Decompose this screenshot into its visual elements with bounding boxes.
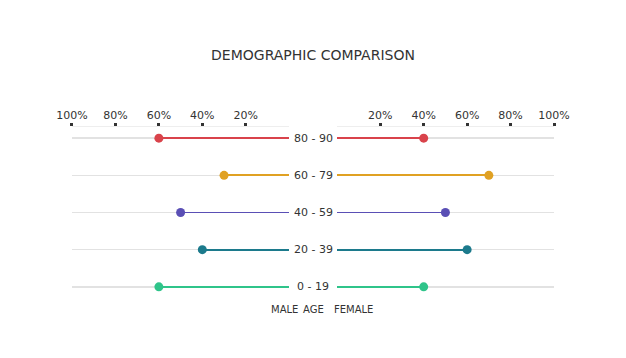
- svg-text:100%: 100%: [538, 109, 569, 122]
- svg-text:0 - 19: 0 - 19: [297, 280, 329, 293]
- svg-text:40%: 40%: [190, 109, 214, 122]
- svg-text:60 - 79: 60 - 79: [294, 169, 333, 182]
- svg-text:80%: 80%: [498, 109, 522, 122]
- svg-text:100%: 100%: [56, 109, 87, 122]
- svg-text:60%: 60%: [455, 109, 479, 122]
- svg-text:FEMALE: FEMALE: [334, 304, 373, 315]
- svg-text:MALE: MALE: [271, 304, 298, 315]
- svg-text:40 - 59: 40 - 59: [294, 206, 333, 219]
- svg-text:AGE: AGE: [303, 304, 324, 315]
- svg-text:60%: 60%: [147, 109, 171, 122]
- svg-text:20 - 39: 20 - 39: [294, 243, 333, 256]
- svg-text:20%: 20%: [234, 109, 258, 122]
- svg-text:20%: 20%: [368, 109, 392, 122]
- svg-text:80 - 90: 80 - 90: [294, 132, 333, 145]
- svg-text:DEMOGRAPHIC COMPARISON: DEMOGRAPHIC COMPARISON: [211, 47, 415, 63]
- svg-text:40%: 40%: [411, 109, 435, 122]
- svg-text:80%: 80%: [103, 109, 127, 122]
